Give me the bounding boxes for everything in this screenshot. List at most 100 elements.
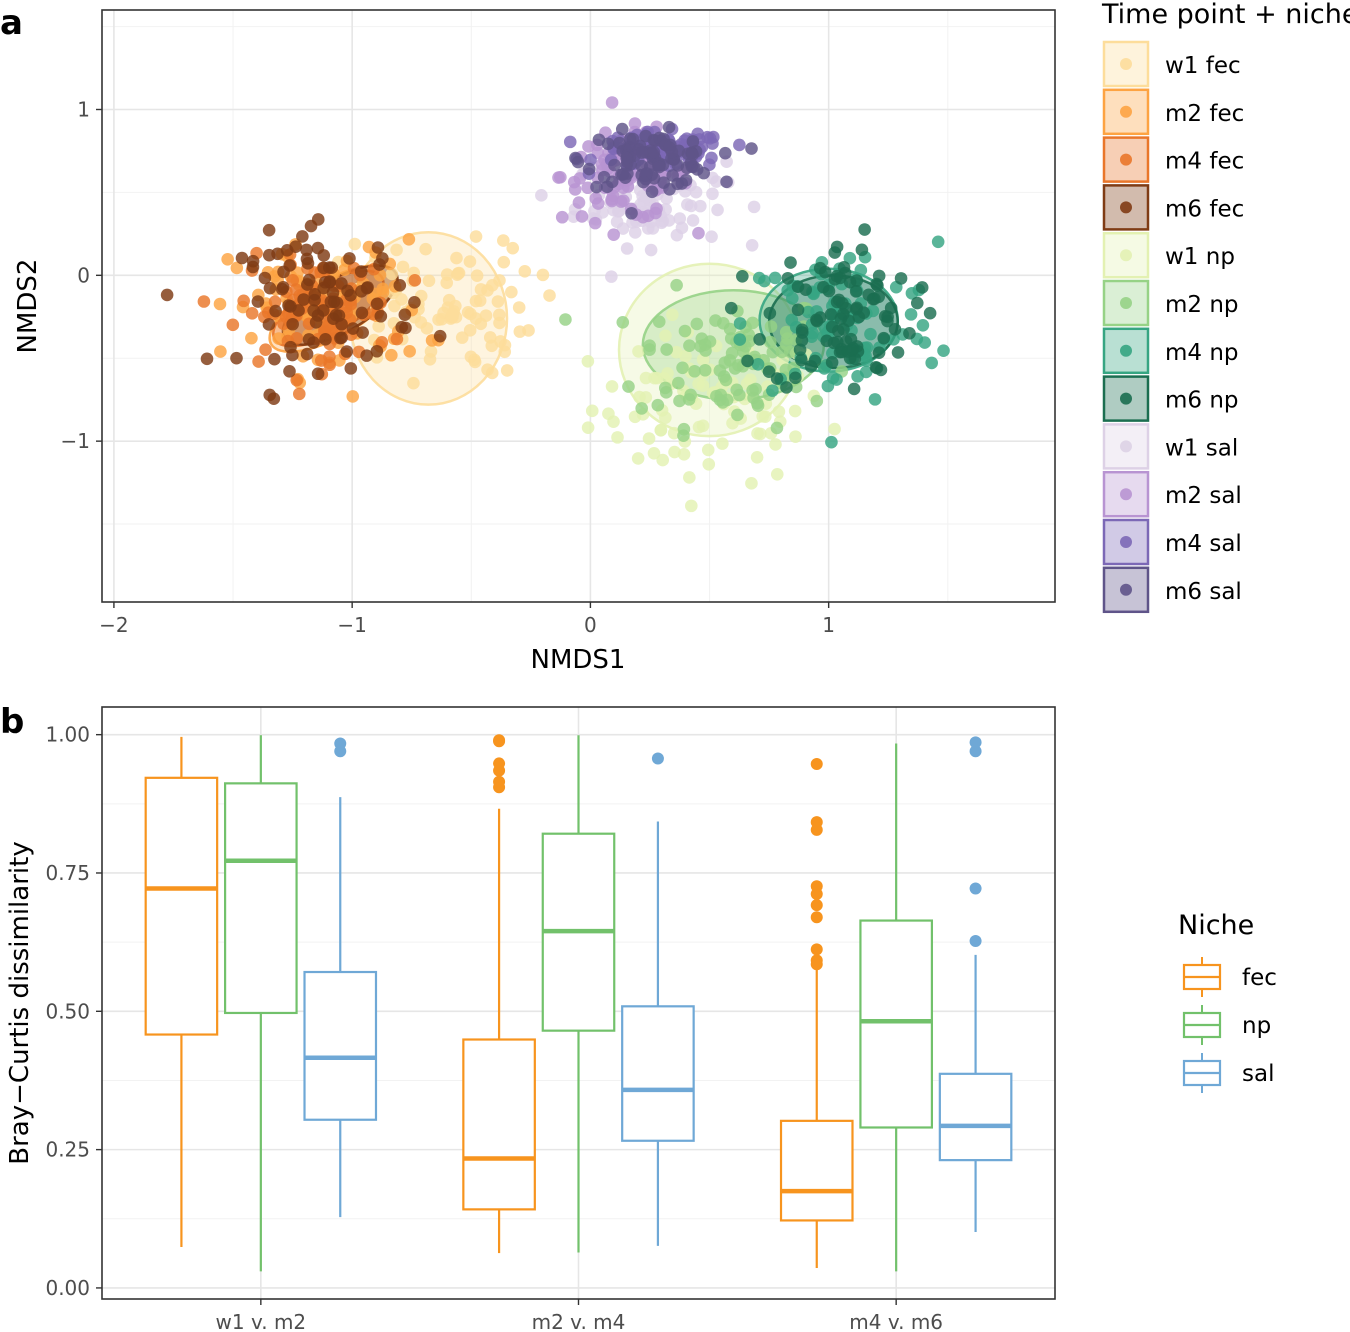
- nmds-point: [767, 346, 780, 359]
- nmds-point: [648, 447, 661, 460]
- nmds-point: [343, 252, 356, 265]
- nmds-point: [645, 244, 658, 257]
- nmds-point: [635, 402, 648, 415]
- nmds-legend-item-m2-fec: m2 fec: [1104, 90, 1244, 134]
- nmds-point: [652, 399, 665, 412]
- nmds-legend-label: m2 fec: [1165, 101, 1244, 127]
- nmds-point: [789, 372, 802, 385]
- nmds-point: [771, 468, 784, 481]
- nmds-x-tick-label: 0: [584, 613, 597, 637]
- nmds-point: [246, 307, 259, 320]
- nmds-point: [519, 265, 532, 278]
- nmds-point: [552, 171, 565, 184]
- nmds-point: [480, 309, 493, 322]
- nmds-point: [616, 316, 629, 329]
- nmds-point: [393, 279, 406, 292]
- nmds-point: [589, 217, 602, 230]
- nmds-point: [686, 148, 699, 161]
- nmds-point: [725, 302, 738, 315]
- nmds-point: [789, 405, 802, 418]
- nmds-point: [688, 365, 701, 378]
- nmds-point: [424, 353, 437, 366]
- box-outlier: [811, 911, 823, 923]
- nmds-point: [670, 279, 683, 292]
- nmds-point: [620, 152, 633, 165]
- nmds-point: [672, 377, 685, 390]
- nmds-legend-label: m4 sal: [1165, 531, 1242, 557]
- figure: a b −2 −1 0 1 −101 NMDS1 NMDS2 Time point +…: [0, 0, 1350, 1332]
- nmds-point: [419, 243, 432, 256]
- nmds-point: [733, 333, 746, 346]
- nmds-point: [492, 295, 505, 308]
- nmds-point: [543, 289, 556, 302]
- nmds-legend-item-m6-np: m6 np: [1104, 377, 1239, 421]
- box-iqr: [146, 778, 217, 1035]
- nmds-point: [627, 133, 640, 146]
- nmds-point: [161, 289, 174, 302]
- nmds-point: [286, 318, 299, 331]
- nmds-point: [741, 355, 754, 368]
- boxplot-legend-label: sal: [1242, 1061, 1274, 1087]
- nmds-point: [335, 277, 348, 290]
- nmds-point: [838, 261, 851, 274]
- nmds-point: [513, 301, 526, 314]
- nmds-point: [637, 211, 650, 224]
- nmds-point: [522, 324, 535, 337]
- nmds-point: [303, 274, 316, 287]
- nmds-point: [263, 249, 276, 262]
- nmds-point: [734, 317, 747, 330]
- nmds-point: [605, 270, 618, 283]
- nmds-point: [376, 283, 389, 296]
- nmds-point: [469, 356, 482, 369]
- nmds-point: [230, 352, 243, 365]
- nmds-point: [648, 146, 661, 159]
- boxplot-y-tick-label: 0.75: [45, 861, 90, 885]
- nmds-point: [916, 281, 929, 294]
- nmds-point: [765, 320, 778, 333]
- boxplot-legend-item-sal: sal: [1184, 1053, 1274, 1093]
- nmds-x-ticks: −2 −1 0 1: [99, 602, 835, 637]
- nmds-point: [296, 230, 309, 243]
- nmds-point: [317, 282, 330, 295]
- box-outlier: [334, 738, 346, 750]
- nmds-legend-item-m4-sal: m4 sal: [1104, 520, 1242, 564]
- nmds-point: [569, 152, 582, 165]
- nmds-point: [895, 272, 908, 285]
- nmds-point: [687, 214, 700, 227]
- nmds-point: [639, 130, 652, 143]
- nmds-point: [284, 300, 297, 313]
- nmds-point: [837, 323, 850, 336]
- nmds-point: [736, 270, 749, 283]
- nmds-point: [719, 147, 732, 160]
- boxplot-x-ticks: w1 v. m2 m2 v. m4 m4 v. m6: [216, 1299, 944, 1332]
- nmds-point: [625, 207, 638, 220]
- nmds-point: [395, 321, 408, 334]
- nmds-point: [850, 285, 863, 298]
- nmds-y-tick-label: 1: [77, 97, 90, 121]
- nmds-legend-title: Time point + niche: [1101, 0, 1350, 30]
- nmds-point: [372, 241, 385, 254]
- nmds-point: [301, 348, 314, 361]
- nmds-point: [263, 224, 276, 237]
- nmds-point: [613, 137, 626, 150]
- nmds-point: [905, 308, 918, 321]
- nmds-point: [869, 393, 882, 406]
- nmds-point: [749, 383, 762, 396]
- nmds-point: [573, 196, 586, 209]
- nmds-point: [677, 429, 690, 442]
- nmds-y-ticks: −101: [61, 97, 102, 453]
- nmds-point: [434, 330, 447, 343]
- nmds-point: [371, 297, 384, 310]
- nmds-point: [745, 477, 758, 490]
- box-outlier: [811, 816, 823, 828]
- nmds-point: [268, 353, 281, 366]
- nmds-point: [302, 257, 315, 270]
- nmds-legend-item-m4-fec: m4 fec: [1104, 138, 1244, 182]
- nmds-y-tick-label: 0: [77, 263, 90, 287]
- nmds-point: [751, 427, 764, 440]
- nmds-legend-label: m6 np: [1165, 388, 1239, 414]
- box-iqr: [225, 783, 296, 1013]
- nmds-point: [683, 471, 696, 484]
- nmds-point: [751, 397, 764, 410]
- nmds-point: [535, 189, 548, 202]
